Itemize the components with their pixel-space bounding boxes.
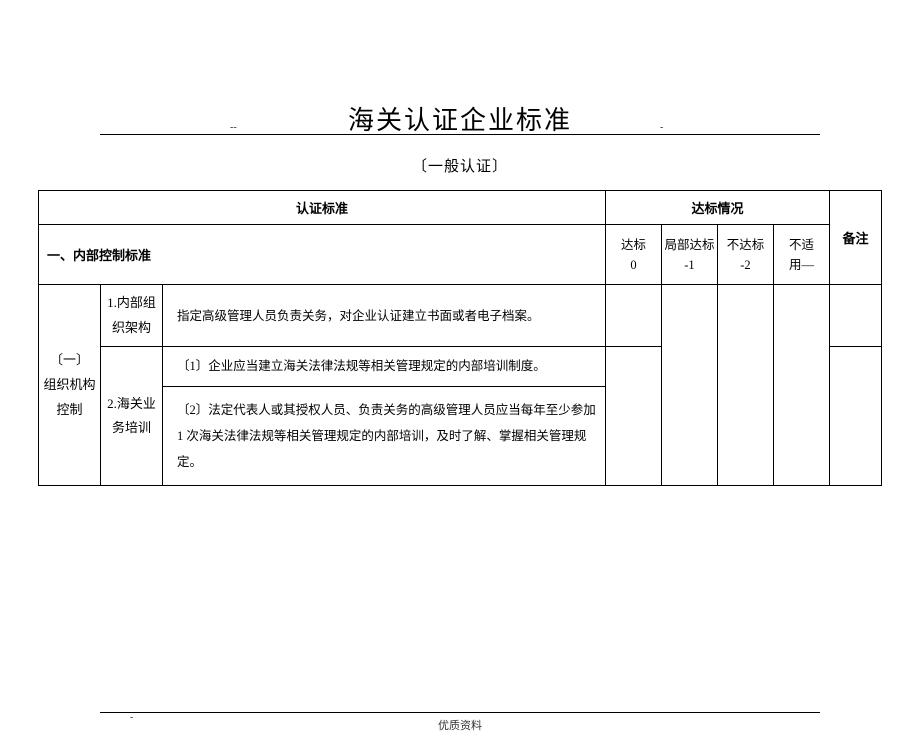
col-partial-l1: 局部达标 (664, 238, 714, 252)
col-fail-l1: 不达标 (727, 238, 765, 252)
group-name-l1: 组织机构 (43, 377, 95, 392)
table-container: 认证标准 达标情况 备注 一、内部控制标准 达标 0 局部达标 -1 不达标 -… (38, 190, 882, 486)
header-remark: 备注 (830, 191, 882, 285)
item2-l1: 2.海关业 (107, 396, 156, 411)
col-pass: 达标 0 (605, 225, 661, 285)
row-item1: 〔一〕 组织机构 控制 1.内部组 织架构 指定高级管理人员负责关务，对企业认证… (39, 285, 882, 347)
footer-rule (100, 712, 820, 713)
standards-table: 认证标准 达标情况 备注 一、内部控制标准 达标 0 局部达标 -1 不达标 -… (38, 190, 882, 486)
top-mark-left: -- (230, 122, 237, 133)
item2-label: 2.海关业 务培训 (101, 347, 163, 486)
col-partial-l2: -1 (684, 258, 694, 272)
group-index: 〔一〕 (50, 352, 89, 367)
page-title: 海关认证企业标准 (0, 100, 920, 137)
section-row: 一、内部控制标准 达标 0 局部达标 -1 不达标 -2 不适 用— (39, 225, 882, 285)
item1-l2: 织架构 (112, 320, 151, 335)
header-status: 达标情况 (605, 191, 829, 225)
item1-text: 指定高级管理人员负责关务，对企业认证建立书面或者电子档案。 (163, 285, 606, 347)
item2-l2: 务培训 (112, 420, 151, 435)
section-label: 一、内部控制标准 (39, 225, 606, 285)
page-subtitle: 〔一般认证〕 (0, 155, 920, 176)
group-index-cell: 〔一〕 组织机构 控制 (39, 285, 101, 486)
col-fail: 不达标 -2 (717, 225, 773, 285)
cell-blank (717, 285, 773, 486)
header-row-1: 认证标准 达标情况 备注 (39, 191, 882, 225)
cell-blank (773, 285, 829, 486)
group-name-l2: 控制 (56, 402, 82, 417)
col-na: 不适 用— (773, 225, 829, 285)
footer-text: 优质资料 (0, 717, 920, 733)
cell-blank (830, 347, 882, 486)
item1-label: 1.内部组 织架构 (101, 285, 163, 347)
item1-l1: 1.内部组 (107, 295, 156, 310)
top-mark-right: - (660, 122, 663, 133)
item2-text-a: 〔1〕企业应当建立海关法律法规等相关管理规定的内部培训制度。 (163, 347, 606, 386)
top-rule (100, 134, 820, 135)
cell-blank (661, 285, 717, 486)
col-pass-l1: 达标 (621, 238, 646, 252)
col-na-l1: 不适 (789, 238, 814, 252)
cell-blank (830, 285, 882, 347)
item2-text-b: 〔2〕法定代表人或其授权人员、负责关务的高级管理人员应当每年至少参加 1 次海关… (163, 386, 606, 486)
cell-blank (605, 285, 661, 347)
col-pass-l2: 0 (630, 258, 636, 272)
col-partial: 局部达标 -1 (661, 225, 717, 285)
cell-blank (605, 347, 661, 486)
col-fail-l2: -2 (740, 258, 750, 272)
col-na-l2: 用— (789, 258, 814, 272)
header-criteria: 认证标准 (39, 191, 606, 225)
